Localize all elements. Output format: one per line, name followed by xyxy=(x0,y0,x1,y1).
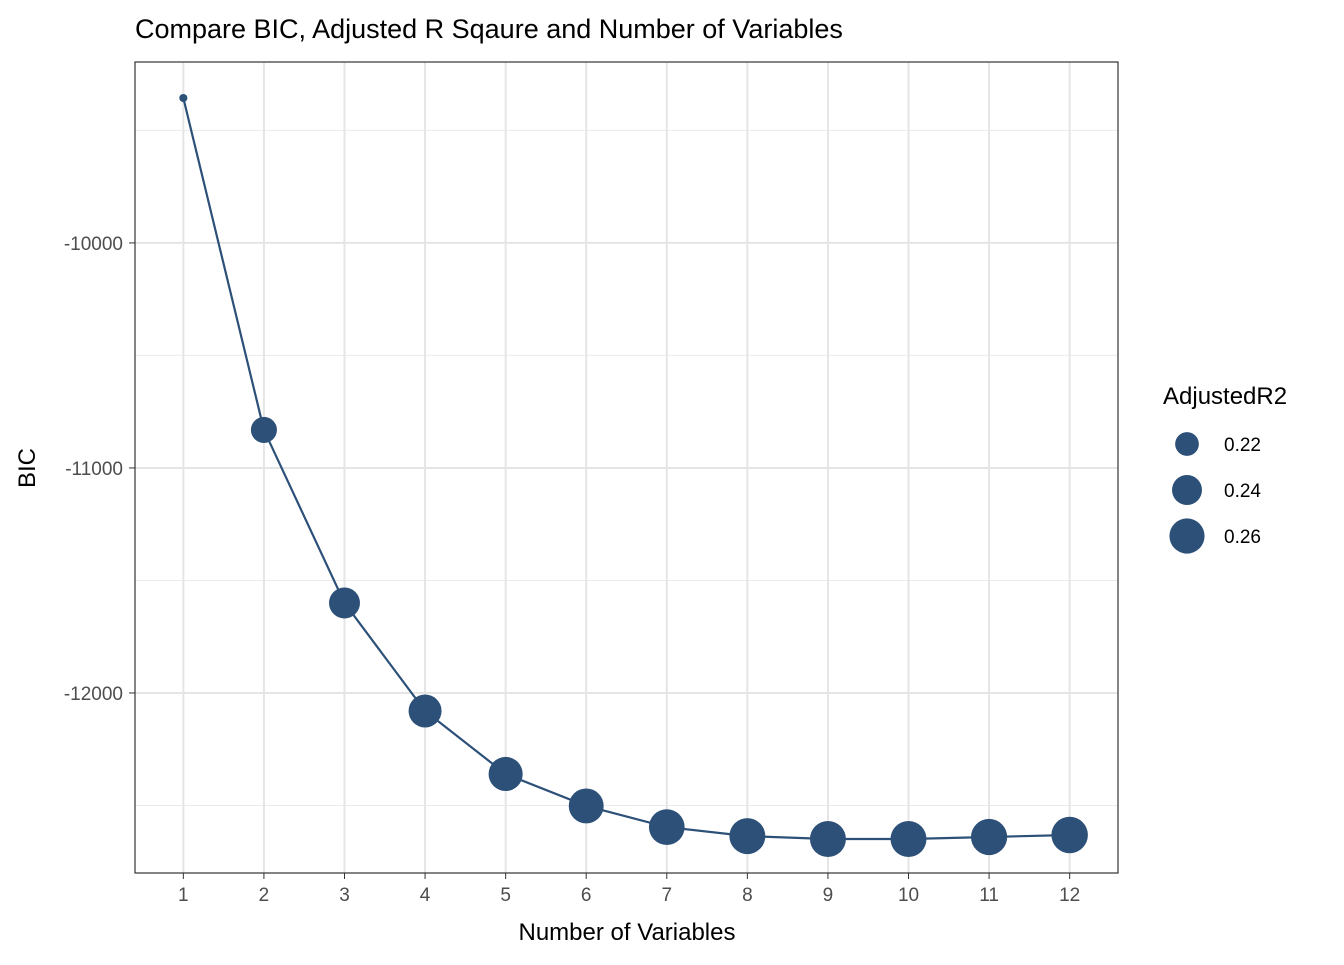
x-tick-label: 1 xyxy=(178,885,189,906)
data-point xyxy=(729,818,766,855)
x-tick-label: 10 xyxy=(898,885,919,906)
x-tick-label: 11 xyxy=(979,885,999,906)
data-point xyxy=(568,788,604,824)
data-point xyxy=(408,694,442,728)
legend-title: AdjustedR2 xyxy=(1163,383,1287,410)
x-tick-label: 6 xyxy=(581,885,592,906)
data-point xyxy=(648,809,685,845)
y-tick-label: -11000 xyxy=(65,459,123,480)
y-tick-label: -12000 xyxy=(64,684,123,705)
marks xyxy=(179,93,1088,858)
x-tick-label: 9 xyxy=(823,885,834,906)
x-tick-label: 7 xyxy=(661,885,672,906)
x-axis-label: Number of Variables xyxy=(519,919,736,946)
data-point xyxy=(1051,816,1088,854)
y-axis-label: BIC xyxy=(14,448,41,488)
x-tick-label: 2 xyxy=(259,885,270,906)
data-point xyxy=(179,93,188,103)
y-tick-label: -10000 xyxy=(64,234,123,255)
x-tick-label: 4 xyxy=(420,885,431,906)
x-tick-label: 3 xyxy=(339,885,350,906)
legend-key xyxy=(1175,432,1199,456)
legend-label: 0.22 xyxy=(1224,435,1261,456)
data-point xyxy=(250,416,277,443)
legend-label: 0.24 xyxy=(1224,481,1261,502)
data-point xyxy=(970,818,1008,856)
data-point xyxy=(890,821,927,858)
legend-key xyxy=(1172,475,1202,505)
legend-label: 0.26 xyxy=(1224,527,1261,548)
data-point xyxy=(329,587,360,619)
x-tick-label: 5 xyxy=(500,885,511,906)
x-tick-label: 12 xyxy=(1059,885,1080,906)
x-tick-label: 8 xyxy=(742,885,753,906)
grid xyxy=(135,62,1118,873)
legend: 0.22 0.24 0.26 xyxy=(1169,432,1261,554)
chart-title: Compare BIC, Adjusted R Sqaure and Numbe… xyxy=(135,14,843,44)
legend-key xyxy=(1169,518,1205,554)
data-point xyxy=(488,756,523,792)
data-point xyxy=(809,821,846,858)
